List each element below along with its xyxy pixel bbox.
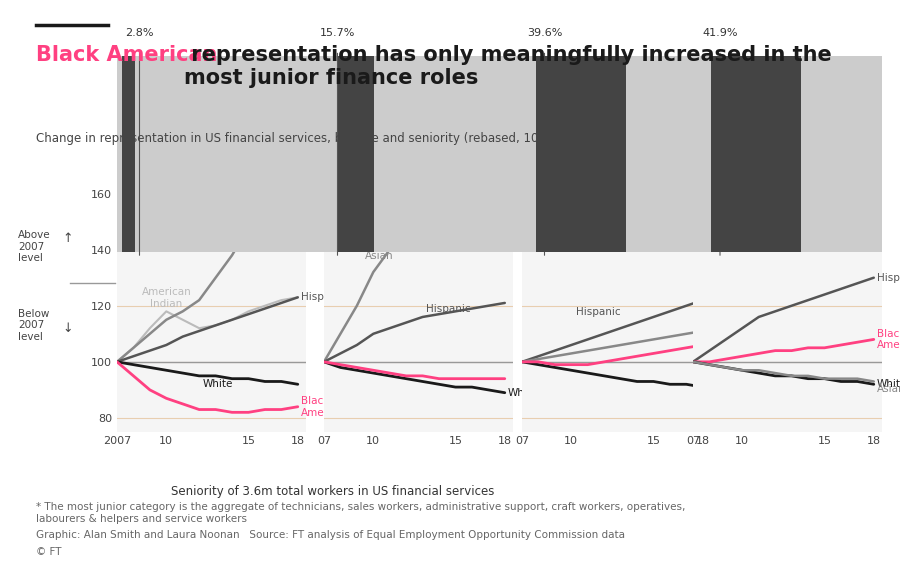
Bar: [117, 56, 882, 252]
Text: 39.6%: 39.6%: [526, 28, 562, 38]
Bar: [711, 56, 801, 252]
Text: 41.9%: 41.9%: [702, 28, 738, 38]
Bar: [324, 56, 513, 252]
Bar: [338, 56, 374, 252]
Text: Graphic: Alan Smith and Laura Noonan   Source: FT analysis of Equal Employment O: Graphic: Alan Smith and Laura Noonan Sou…: [36, 530, 625, 540]
Text: White: White: [202, 379, 233, 389]
Bar: [522, 56, 684, 252]
Bar: [536, 56, 626, 252]
Bar: [117, 56, 306, 252]
Text: Black
American: Black American: [878, 329, 900, 350]
Text: Hispanic: Hispanic: [878, 273, 900, 283]
Text: Above
2007
level: Above 2007 level: [18, 230, 50, 264]
Text: ↑: ↑: [62, 232, 73, 245]
Text: Hispanic: Hispanic: [576, 307, 621, 317]
Bar: [693, 56, 855, 252]
Text: © FT: © FT: [36, 547, 61, 557]
Text: Asian: Asian: [878, 384, 900, 394]
Text: American
Indian: American Indian: [141, 287, 191, 309]
Text: Hispanic: Hispanic: [426, 304, 471, 314]
Text: Below
2007
level: Below 2007 level: [18, 309, 50, 342]
Text: Seniority of 3.6m total workers in US financial services: Seniority of 3.6m total workers in US fi…: [171, 485, 494, 498]
Text: Hispanic: Hispanic: [302, 292, 346, 302]
Title: Professionals: Professionals: [570, 133, 663, 146]
Title: Executive/Senior: Executive/Senior: [153, 133, 270, 146]
Bar: [122, 56, 135, 252]
Text: Asian: Asian: [706, 326, 734, 336]
Title: All other
(most junior*): All other (most junior*): [739, 118, 836, 146]
Text: Change in representation in US financial services, by race and seniority (rebase: Change in representation in US financial…: [36, 132, 590, 145]
Text: Asian: Asian: [302, 169, 331, 179]
Text: 2.8%: 2.8%: [125, 28, 154, 38]
Text: 15.7%: 15.7%: [320, 28, 356, 38]
Text: Asian: Asian: [365, 251, 393, 261]
Text: representation has only meaningfully increased in the
most junior finance roles: representation has only meaningfully inc…: [184, 45, 833, 88]
Text: Black
American: Black American: [302, 396, 351, 417]
Title: First/Mid-level
management: First/Mid-level management: [368, 118, 469, 146]
Text: White: White: [706, 382, 736, 392]
Text: * The most junior category is the aggregate of technicians, sales workers, admin: * The most junior category is the aggreg…: [36, 502, 686, 524]
Text: White: White: [878, 379, 900, 389]
Text: White: White: [508, 388, 538, 398]
Text: ↓: ↓: [62, 321, 73, 335]
Text: Black American: Black American: [36, 45, 218, 65]
